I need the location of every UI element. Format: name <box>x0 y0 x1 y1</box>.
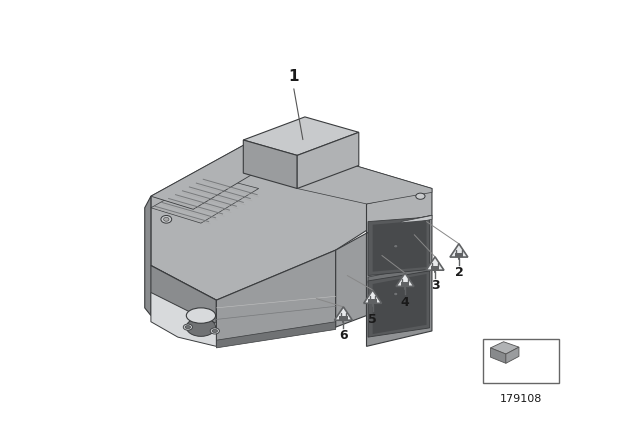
Ellipse shape <box>210 328 220 334</box>
Text: 4: 4 <box>401 296 410 309</box>
Polygon shape <box>368 265 429 283</box>
Polygon shape <box>368 271 429 337</box>
Polygon shape <box>145 196 216 345</box>
Polygon shape <box>401 215 432 225</box>
Ellipse shape <box>186 318 216 336</box>
Polygon shape <box>372 274 427 334</box>
Polygon shape <box>151 293 216 346</box>
FancyBboxPatch shape <box>483 340 559 383</box>
Polygon shape <box>431 266 439 270</box>
Polygon shape <box>490 342 519 354</box>
Ellipse shape <box>185 326 191 329</box>
Polygon shape <box>151 266 216 345</box>
Text: 2: 2 <box>454 266 463 279</box>
Polygon shape <box>259 137 432 204</box>
Ellipse shape <box>186 308 216 323</box>
Polygon shape <box>216 250 336 345</box>
Polygon shape <box>297 132 359 189</box>
Text: 179108: 179108 <box>500 394 543 404</box>
Ellipse shape <box>161 215 172 223</box>
Polygon shape <box>339 316 348 320</box>
Polygon shape <box>367 215 432 346</box>
Text: 3: 3 <box>431 280 439 293</box>
Polygon shape <box>336 233 367 327</box>
Ellipse shape <box>212 329 218 332</box>
Polygon shape <box>243 117 359 155</box>
Polygon shape <box>401 282 409 286</box>
Text: 5: 5 <box>368 313 377 326</box>
Polygon shape <box>364 290 381 303</box>
Polygon shape <box>151 137 432 300</box>
Polygon shape <box>450 244 468 257</box>
Polygon shape <box>368 217 429 276</box>
Polygon shape <box>372 220 427 271</box>
Polygon shape <box>335 307 353 320</box>
Text: 6: 6 <box>339 329 348 342</box>
Polygon shape <box>151 137 297 209</box>
Text: 1: 1 <box>288 69 299 84</box>
Polygon shape <box>506 347 519 363</box>
Ellipse shape <box>164 217 169 221</box>
Polygon shape <box>243 140 297 189</box>
Ellipse shape <box>416 193 425 199</box>
Polygon shape <box>151 176 259 223</box>
Polygon shape <box>216 322 336 348</box>
Polygon shape <box>396 273 414 286</box>
Polygon shape <box>454 253 463 257</box>
Ellipse shape <box>394 293 397 296</box>
Ellipse shape <box>394 245 397 248</box>
Polygon shape <box>490 348 506 363</box>
Polygon shape <box>369 299 377 303</box>
Polygon shape <box>367 189 432 233</box>
Polygon shape <box>426 257 444 270</box>
Ellipse shape <box>183 324 193 330</box>
